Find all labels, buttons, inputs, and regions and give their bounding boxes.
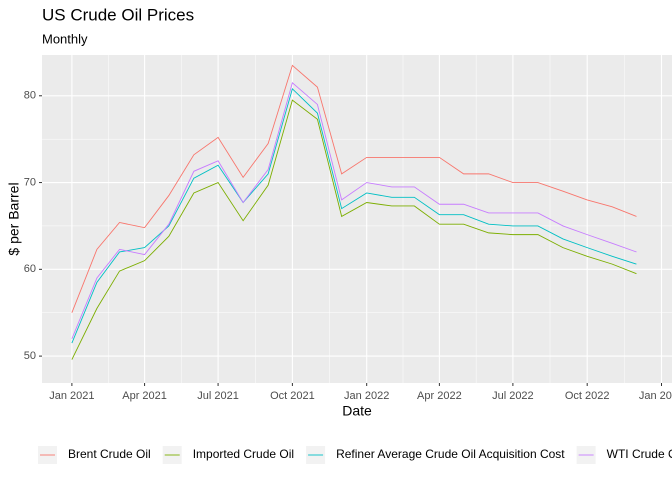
x-axis-label: Date: [342, 403, 372, 419]
x-tick-label: Oct 2022: [565, 390, 610, 402]
x-tick-label: Jul 2021: [197, 390, 239, 402]
x-tick-label: Jan 2021: [49, 390, 94, 402]
y-tick-label: 60: [24, 263, 36, 275]
x-tick-label: Apr 2021: [122, 390, 167, 402]
series-line: [71, 99, 637, 360]
x-tick-label: Apr 2022: [417, 390, 462, 402]
x-tick-label: Jul 2022: [492, 390, 534, 402]
series-line: [71, 81, 637, 339]
x-tick-label: Jan 2022: [344, 390, 389, 402]
legend-label: Refiner Average Crude Oil Acquisition Co…: [336, 447, 565, 461]
series-line: [71, 64, 637, 313]
legend-label: WTI Crude Oil: [607, 447, 672, 461]
y-tick-label: 70: [24, 176, 36, 188]
y-tick-label: 80: [24, 90, 36, 102]
y-axis-label: $ per Barrel: [6, 182, 22, 255]
y-tick-label: 50: [24, 350, 36, 362]
x-tick-label: Oct 2021: [270, 390, 315, 402]
chart-subtitle: Monthly: [42, 31, 88, 46]
x-tick-label: Jan 2023: [639, 390, 672, 402]
plot-panel: [42, 55, 672, 383]
chart-title: US Crude Oil Prices: [42, 5, 194, 24]
legend-label: Brent Crude Oil: [68, 447, 151, 461]
legend-label: Imported Crude Oil: [193, 447, 294, 461]
